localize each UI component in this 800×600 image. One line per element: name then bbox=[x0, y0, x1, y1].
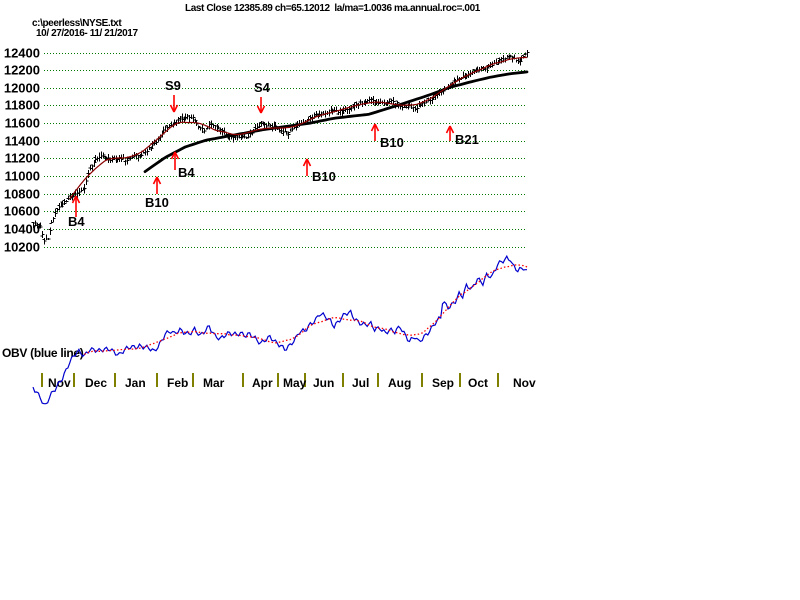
month-label: Oct bbox=[468, 376, 488, 390]
obv-line bbox=[32, 254, 527, 405]
month-tick bbox=[192, 373, 194, 387]
month-label: Jan bbox=[125, 376, 146, 390]
month-tick bbox=[156, 373, 158, 387]
y-tick-label: 10600 bbox=[4, 204, 40, 219]
y-tick-label: 11400 bbox=[5, 134, 40, 149]
obv-moving-average-line bbox=[84, 264, 528, 355]
y-tick-label: 11800 bbox=[5, 98, 40, 113]
signal-label: B21 bbox=[455, 132, 479, 147]
month-tick bbox=[242, 373, 244, 387]
signal-label: B4 bbox=[68, 214, 85, 229]
slow-moving-average-line bbox=[143, 70, 529, 174]
signal-b10: B10 bbox=[370, 123, 404, 150]
month-label: Dec bbox=[85, 376, 107, 390]
signal-b10: B10 bbox=[302, 158, 336, 184]
y-tick-label: 11000 bbox=[5, 169, 40, 184]
month-tick bbox=[304, 373, 306, 387]
fast-moving-average-line bbox=[69, 56, 528, 200]
price-gridlines bbox=[44, 53, 527, 248]
y-tick-label: 11600 bbox=[5, 116, 40, 131]
month-tick bbox=[73, 373, 75, 387]
month-label: Mar bbox=[203, 376, 225, 390]
month-tick bbox=[377, 373, 379, 387]
month-label: Feb bbox=[167, 376, 188, 390]
chart-title: Last Close 12385.89 ch=65.12012 la/ma=1.… bbox=[185, 3, 480, 14]
month-label: Apr bbox=[252, 376, 273, 390]
signal-label: B10 bbox=[312, 169, 336, 184]
signal-b21: B21 bbox=[445, 125, 479, 147]
signal-label: S4 bbox=[254, 80, 271, 95]
month-label: Jul bbox=[352, 376, 369, 390]
file-path: c:\peerless\NYSE.txt bbox=[32, 18, 122, 29]
signal-b4: B4 bbox=[68, 195, 85, 229]
month-tick bbox=[459, 373, 461, 387]
month-label: Nov bbox=[513, 376, 536, 390]
y-tick-label: 12400 bbox=[4, 46, 40, 61]
signal-label: B4 bbox=[178, 165, 195, 180]
signal-b4: B4 bbox=[170, 151, 195, 180]
y-tick-label: 10800 bbox=[4, 187, 40, 202]
y-tick-label: 11200 bbox=[5, 151, 40, 166]
month-label: Sep bbox=[432, 376, 454, 390]
month-tick bbox=[277, 373, 279, 387]
month-tick bbox=[114, 373, 116, 387]
signal-s9: S9 bbox=[165, 78, 181, 113]
month-label: Jun bbox=[313, 376, 334, 390]
signal-label: B10 bbox=[145, 195, 169, 210]
signal-label: S9 bbox=[165, 78, 181, 93]
month-axis: Nov Dec Jan Feb Mar Apr May Jun Jul Aug Sep Oct Nov bbox=[41, 373, 536, 390]
month-tick bbox=[342, 373, 344, 387]
obv-label: OBV (blue line) bbox=[2, 346, 84, 360]
month-label: Aug bbox=[388, 376, 411, 390]
price-ohlc-bars bbox=[31, 50, 530, 245]
signal-s4: S4 bbox=[254, 80, 271, 114]
month-tick bbox=[41, 373, 43, 387]
month-label: Nov bbox=[48, 376, 71, 390]
y-tick-label: 12000 bbox=[4, 81, 40, 96]
month-label: May bbox=[283, 376, 307, 390]
date-range: 10/ 27/2016- 11/ 21/2017 bbox=[36, 28, 138, 39]
y-tick-label: 12200 bbox=[4, 63, 40, 78]
signal-label: B10 bbox=[380, 135, 404, 150]
price-y-axis-labels: 12400 12200 12000 11800 11600 11400 11200 11000… bbox=[4, 46, 40, 255]
buy-sell-signals: B4 B10 B4 S9 S4 B10 B10 B21 bbox=[68, 78, 479, 229]
y-tick-label: 10200 bbox=[4, 240, 40, 255]
y-tick-label: 10400 bbox=[4, 222, 40, 237]
month-tick bbox=[421, 373, 423, 387]
signal-b10: B10 bbox=[145, 176, 169, 210]
obv-panel bbox=[32, 254, 528, 405]
month-tick bbox=[497, 373, 499, 387]
